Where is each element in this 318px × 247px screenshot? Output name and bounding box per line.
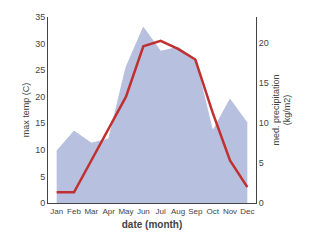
svg-text:Sep: Sep <box>188 207 203 216</box>
svg-text:med. precipitation(kg/m2): med. precipitation(kg/m2) <box>271 74 293 145</box>
svg-text:Nov: Nov <box>223 207 237 216</box>
svg-text:25: 25 <box>35 65 45 75</box>
svg-text:35: 35 <box>35 12 45 22</box>
svg-text:Jul: Jul <box>156 207 166 216</box>
svg-text:15: 15 <box>35 118 45 128</box>
svg-text:Feb: Feb <box>67 207 81 216</box>
svg-text:date (month): date (month) <box>122 219 183 230</box>
svg-text:20: 20 <box>259 38 269 48</box>
svg-text:May: May <box>118 207 133 216</box>
svg-text:Jan: Jan <box>50 207 63 216</box>
svg-text:0: 0 <box>259 198 264 208</box>
svg-text:5: 5 <box>259 158 264 168</box>
svg-text:Dec: Dec <box>240 207 254 216</box>
svg-text:Mar: Mar <box>84 207 98 216</box>
svg-text:20: 20 <box>35 92 45 102</box>
svg-text:Apr: Apr <box>102 207 115 216</box>
svg-text:10: 10 <box>259 118 269 128</box>
svg-text:Jun: Jun <box>137 207 150 216</box>
svg-text:Aug: Aug <box>171 207 185 216</box>
svg-text:30: 30 <box>35 39 45 49</box>
svg-text:Oct: Oct <box>206 207 219 216</box>
svg-text:10: 10 <box>35 145 45 155</box>
svg-text:15: 15 <box>259 78 269 88</box>
svg-text:0: 0 <box>40 198 45 208</box>
svg-text:5: 5 <box>40 172 45 182</box>
svg-text:max temp (C): max temp (C) <box>21 83 31 138</box>
